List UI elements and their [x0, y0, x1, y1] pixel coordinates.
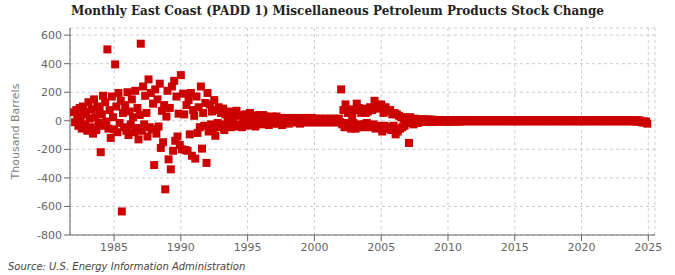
svg-text:2010: 2010 — [434, 241, 462, 254]
svg-text:-800: -800 — [37, 229, 62, 242]
svg-text:-600: -600 — [37, 200, 62, 213]
svg-text:2005: 2005 — [367, 241, 395, 254]
svg-text:-400: -400 — [37, 172, 62, 185]
html-text:Source: U.S. Energy Informatio: Source: U.S. Energy Information Administ… — [8, 261, 246, 272]
svg-text:2020: 2020 — [568, 241, 596, 254]
html-text:Monthly East Coast (PADD 1) Mi: Monthly East Coast (PADD 1) Miscellaneou… — [71, 4, 604, 18]
svg-text:1990: 1990 — [167, 241, 195, 254]
svg-text:600: 600 — [41, 29, 62, 42]
svg-text:0: 0 — [55, 115, 62, 128]
svg-text:1995: 1995 — [234, 241, 262, 254]
svg-text:400: 400 — [41, 58, 62, 71]
svg-text:200: 200 — [41, 86, 62, 99]
svg-text:-200: -200 — [37, 143, 62, 156]
svg-text:Thousand Barrels: Thousand Barrels — [9, 83, 22, 180]
svg-text:1985: 1985 — [100, 241, 128, 254]
svg-text:2015: 2015 — [501, 241, 529, 254]
svg-text:2000: 2000 — [300, 241, 328, 254]
svg-text:2025: 2025 — [634, 241, 662, 254]
